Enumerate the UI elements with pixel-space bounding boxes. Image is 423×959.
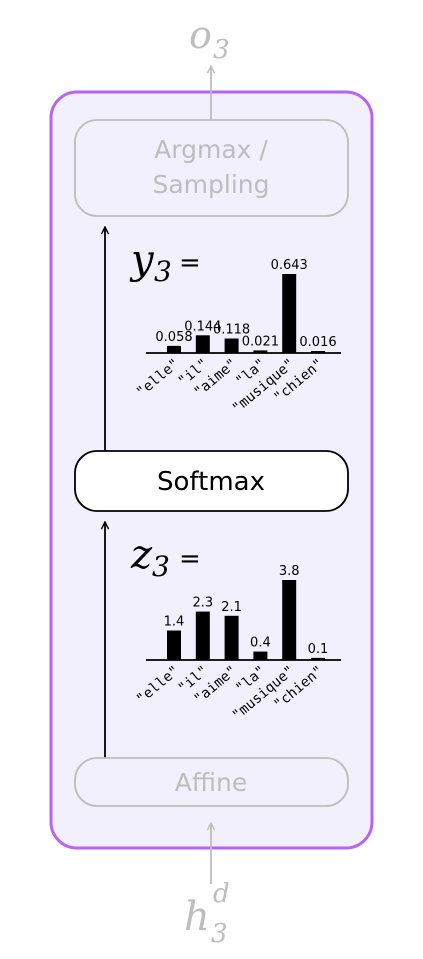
softmax-label: Softmax xyxy=(157,467,265,497)
input-label-base: h xyxy=(184,894,210,940)
y3-bar xyxy=(167,345,181,353)
z3-value-label: 1.4 xyxy=(164,615,185,630)
y3-label-base: y xyxy=(129,237,155,283)
y3-value-label: 0.016 xyxy=(299,335,336,350)
y3-bar xyxy=(311,351,325,353)
y3-bar xyxy=(253,350,268,353)
y3-value-label: 0.058 xyxy=(155,330,192,345)
output-label: o 3 xyxy=(189,13,230,65)
z3-variable-label: z 3 = xyxy=(130,532,201,583)
z3-value-label: 0.1 xyxy=(308,642,329,657)
z3-bar xyxy=(282,580,297,660)
y3-label-equals: = xyxy=(179,248,201,278)
z3-bar xyxy=(195,611,210,660)
output-label-sub: 3 xyxy=(213,35,230,65)
softmax-block xyxy=(74,450,349,512)
input-label-sub: 3 xyxy=(211,919,228,949)
logit-bar-chart: z 3 = 1.4"elle"2.3"il"2.1"aime"0.4"la"3.… xyxy=(130,532,341,724)
z3-label-base: z xyxy=(130,532,153,578)
y3-value-label: 0.118 xyxy=(213,323,250,338)
z3-value-label: 2.3 xyxy=(192,596,213,611)
argmax-label-line1: Argmax / xyxy=(154,135,268,164)
argmax-label-line2: Sampling xyxy=(152,170,269,199)
input-label-sup: d xyxy=(213,879,230,909)
y3-value-label: 0.643 xyxy=(271,258,308,273)
y3-value-label: 0.021 xyxy=(242,334,279,349)
argmax-sampling-block xyxy=(74,119,349,217)
z3-bar xyxy=(167,630,181,660)
z3-value-label: 2.1 xyxy=(221,600,242,615)
y3-bar xyxy=(282,274,297,353)
y3-value-label: 0.144 xyxy=(184,319,221,334)
y3-bar xyxy=(224,338,239,353)
z3-value-label: 0.4 xyxy=(250,636,271,651)
y3-variable-label: y 3 = xyxy=(129,237,201,288)
affine-label: Affine xyxy=(175,768,248,797)
output-label-base: o xyxy=(189,13,212,57)
z3-bar xyxy=(311,657,325,660)
input-label: h d 3 xyxy=(184,879,230,949)
z3-label-sub: 3 xyxy=(152,550,170,583)
z3-bar xyxy=(253,651,268,660)
z3-bar xyxy=(224,615,239,660)
y3-bar xyxy=(195,335,210,353)
z3-value-label: 3.8 xyxy=(279,564,300,579)
affine-block xyxy=(74,757,349,807)
y3-label-sub: 3 xyxy=(154,255,172,288)
z3-label-equals: = xyxy=(179,544,201,574)
